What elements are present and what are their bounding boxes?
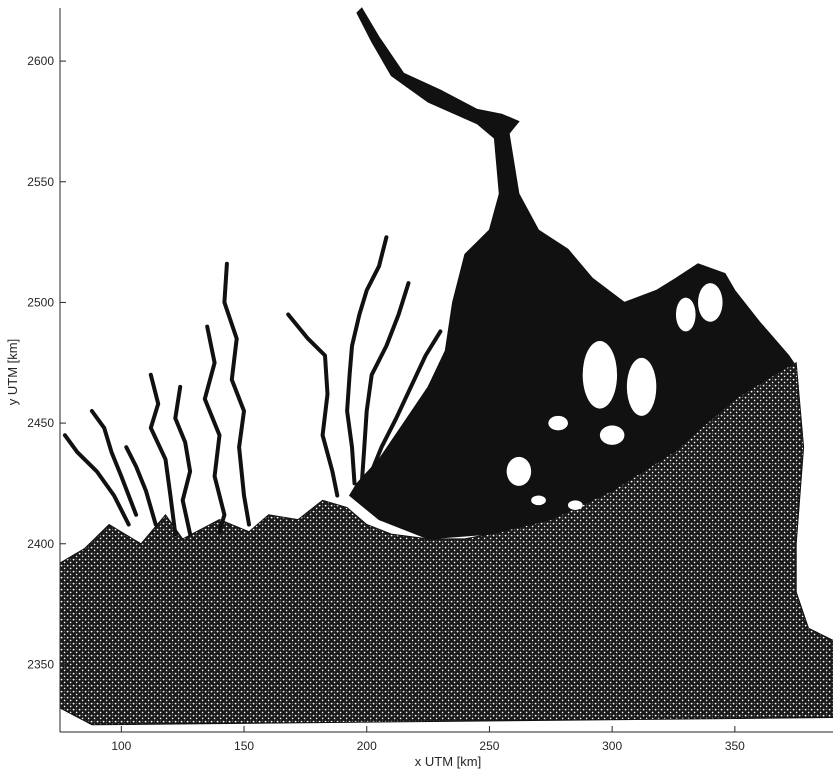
y-tick-label: 2450 <box>27 416 54 430</box>
river-5 <box>173 384 193 537</box>
x-tick-label: 150 <box>234 739 254 753</box>
x-tick-label: 300 <box>602 739 622 753</box>
delta-fine-mesh <box>348 7 795 540</box>
y-tick-label: 2600 <box>27 54 54 68</box>
y-tick-label: 2550 <box>27 175 54 189</box>
island-8 <box>531 495 546 506</box>
x-tick-label: 250 <box>479 739 499 753</box>
river-11 <box>364 329 443 493</box>
island-7 <box>506 456 532 486</box>
plot-area <box>59 7 833 726</box>
river-4 <box>148 372 178 537</box>
river-1 <box>62 433 131 527</box>
y-tick-label: 2350 <box>27 657 54 671</box>
y-axis-label: y UTM [km] <box>5 339 20 405</box>
island-6 <box>548 415 568 431</box>
river-7 <box>222 261 251 527</box>
island-9 <box>567 500 583 510</box>
axes: 100 150 200 250 300 350 2350 2400 2450 2500 2550 26… <box>27 8 833 753</box>
x-axis-label: x UTM [km] <box>415 754 481 769</box>
island-1 <box>582 341 618 409</box>
y-tick-label: 2400 <box>27 537 54 551</box>
island-3 <box>675 297 696 332</box>
river-6 <box>202 324 227 534</box>
y-tick-label: 2500 <box>27 295 54 309</box>
island-5 <box>599 425 625 445</box>
river-2 <box>89 409 139 517</box>
river-10 <box>359 281 411 486</box>
x-tick-label: 350 <box>725 739 745 753</box>
island-4 <box>698 283 723 322</box>
x-tick-label: 200 <box>357 739 377 753</box>
river-3 <box>124 445 158 527</box>
river-8 <box>286 312 340 498</box>
x-tick-label: 100 <box>111 739 131 753</box>
river-9 <box>345 235 389 486</box>
island-2 <box>626 357 657 416</box>
